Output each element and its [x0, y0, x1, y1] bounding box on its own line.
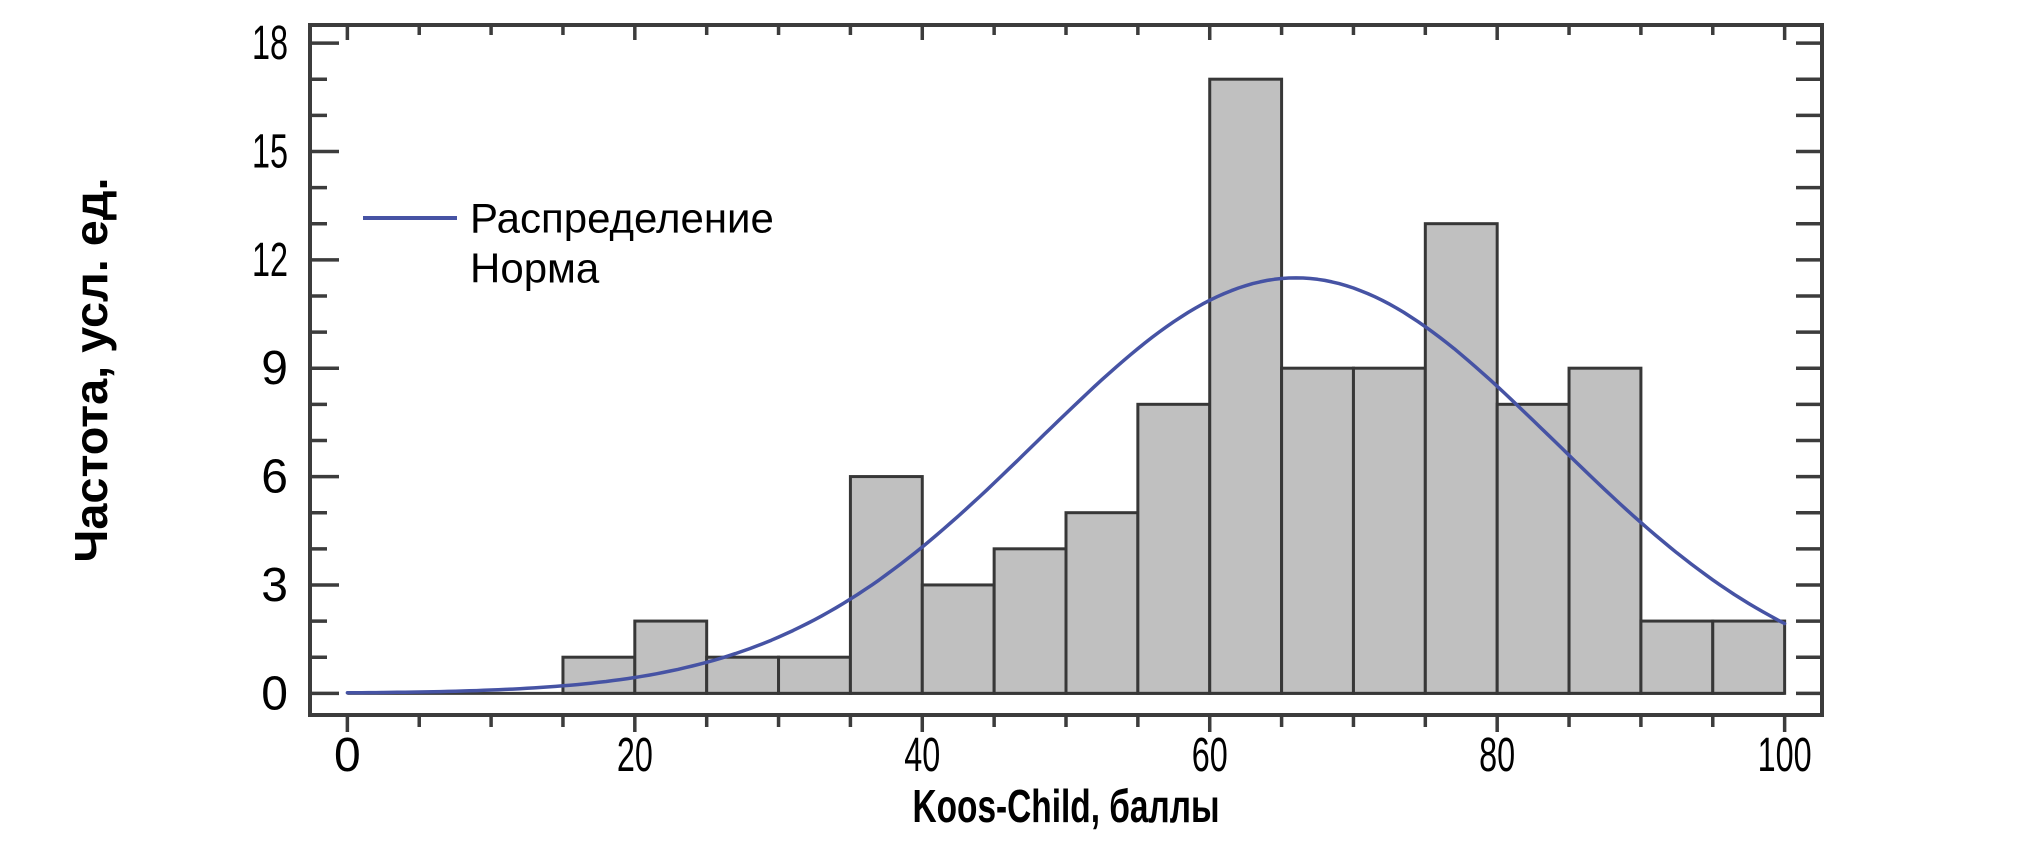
y-tick-label: 0	[261, 667, 288, 720]
legend-label-line2: Норма	[470, 245, 600, 292]
y-tick-label: 12	[252, 234, 288, 287]
x-tick-label: 0	[334, 729, 361, 782]
histogram-bar	[1639, 619, 1715, 695]
legend-label-line1: Распределение	[470, 195, 774, 242]
plot-area: 0 20 40 60 80 100 0 3 6 9 12 15 18	[252, 17, 1824, 782]
histogram-bar	[1280, 366, 1355, 695]
histogram-bar	[848, 475, 924, 695]
y-tick-label: 18	[252, 17, 288, 70]
y-tick-label: 15	[252, 125, 288, 178]
histogram-bar	[1423, 222, 1499, 695]
histogram-bar	[1208, 77, 1284, 695]
histogram-bar	[1351, 366, 1427, 695]
x-tick-label: 60	[1192, 729, 1228, 782]
y-axis-title: Частота, усл. ед.	[65, 178, 117, 563]
histogram-bar	[1064, 511, 1140, 695]
y-tick-label: 6	[261, 451, 288, 504]
histogram-bar	[705, 655, 781, 695]
y-tick-label: 3	[261, 559, 288, 612]
x-tick-label: 20	[617, 729, 653, 782]
histogram-bar	[1711, 619, 1787, 695]
histogram-bar	[633, 619, 709, 695]
x-tick-label: 40	[904, 729, 940, 782]
histogram-bar	[992, 547, 1068, 695]
histogram-bar	[561, 655, 637, 695]
histogram-bar	[777, 655, 852, 695]
x-tick-label: 100	[1758, 729, 1812, 782]
y-tick-label: 9	[261, 342, 288, 395]
x-axis-title: Koos-Child, баллы	[913, 780, 1220, 832]
normal-curve	[345, 276, 1787, 695]
x-tick-label: 80	[1479, 729, 1515, 782]
histogram-bar	[920, 583, 996, 695]
histogram-bar	[1136, 402, 1212, 695]
legend: Распределение Норма	[363, 195, 774, 292]
histogram-bar	[1495, 402, 1571, 695]
histogram-bar	[1567, 366, 1643, 695]
